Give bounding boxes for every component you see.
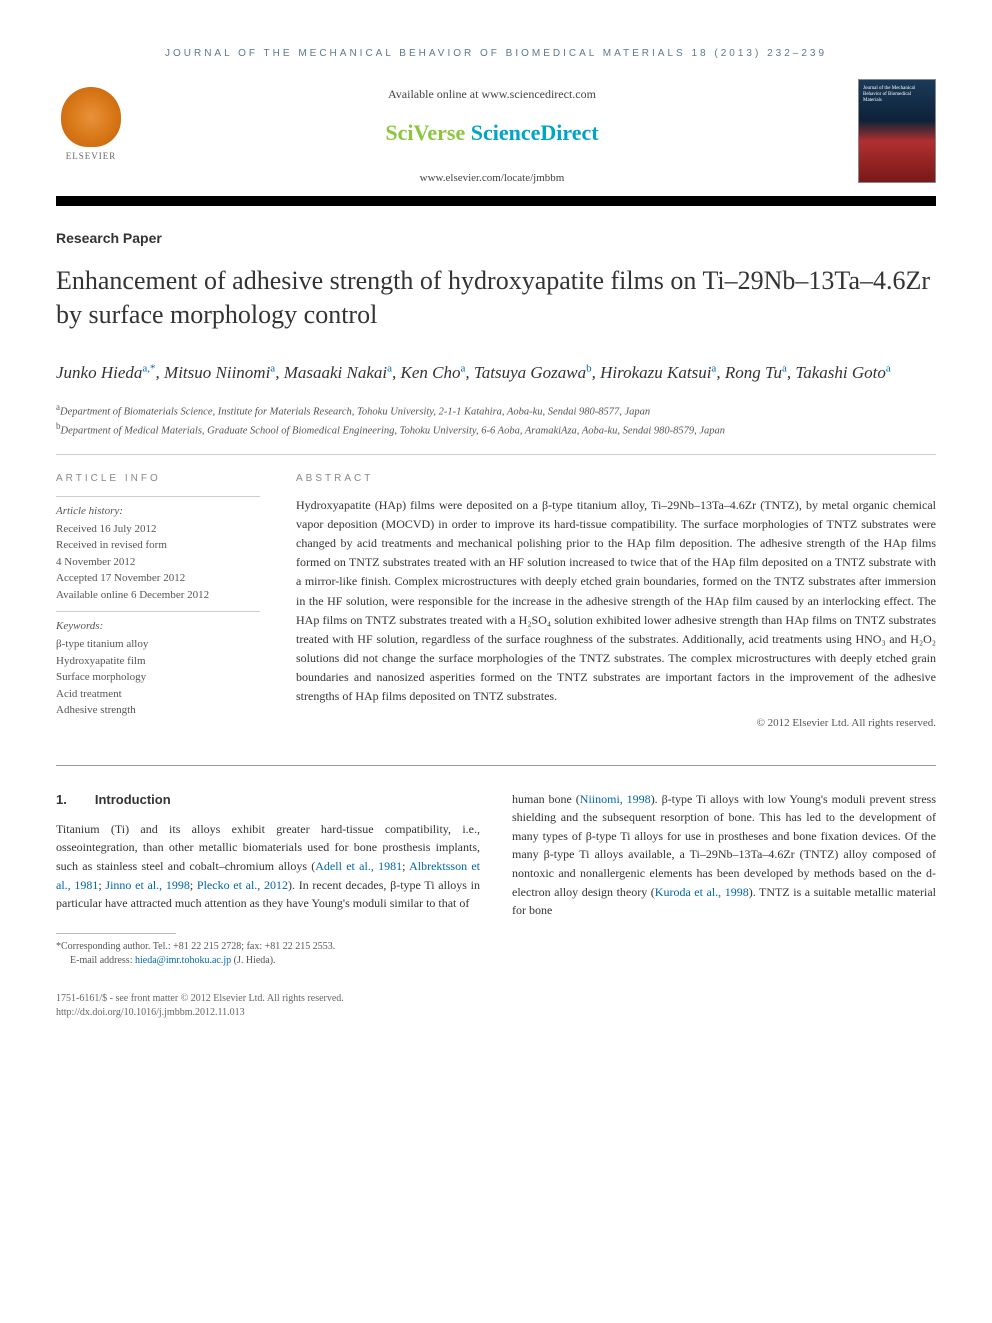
cover-title: Journal of the Mechanical Behavior of Bi… bbox=[863, 86, 931, 104]
abstract-column: ABSTRACT Hydroxyapatite (HAp) films were… bbox=[296, 473, 936, 729]
body-columns: 1. Introduction Titanium (Ti) and its all… bbox=[56, 790, 936, 968]
intro-paragraph-2: human bone (Niinomi, 1998). β-type Ti al… bbox=[512, 790, 936, 920]
author-4[interactable]: Ken Cho bbox=[400, 363, 460, 382]
ref-link-plecko[interactable]: Plecko et al., 2012 bbox=[197, 878, 288, 892]
author-3-affil[interactable]: a bbox=[387, 362, 392, 374]
available-online-text: Available online at www.sciencedirect.co… bbox=[146, 87, 838, 102]
ref-link-adell[interactable]: Adell et al., 1981 bbox=[315, 859, 402, 873]
intro2-text-b: ). β-type Ti alloys with low Young's mod… bbox=[512, 792, 936, 899]
email-line: E-mail address: hieda@imr.tohoku.ac.jp (… bbox=[56, 954, 480, 968]
sciverse-logo[interactable]: SciVerse ScienceDirect bbox=[385, 112, 598, 154]
journal-cover-thumbnail[interactable]: Journal of the Mechanical Behavior of Bi… bbox=[858, 79, 936, 183]
front-matter-line: 1751-6161/$ - see front matter © 2012 El… bbox=[56, 992, 936, 1006]
history-title: Article history: bbox=[56, 505, 260, 517]
affiliations: aDepartment of Biomaterials Science, Ins… bbox=[56, 401, 936, 440]
ref-link-jinno[interactable]: Jinno et al., 1998 bbox=[105, 878, 189, 892]
paper-type: Research Paper bbox=[56, 230, 936, 246]
banner-center: Available online at www.sciencedirect.co… bbox=[146, 79, 838, 184]
author-5-affil[interactable]: b bbox=[586, 362, 592, 374]
intro-text-d: ; bbox=[190, 878, 197, 892]
authors-list: Junko Hiedaa,*, Mitsuo Niinomia, Masaaki… bbox=[56, 360, 936, 386]
history-received: Received 16 July 2012 bbox=[56, 521, 260, 538]
history-online: Available online 6 December 2012 bbox=[56, 587, 260, 604]
author-4-affil[interactable]: a bbox=[460, 362, 465, 374]
divider-rule bbox=[56, 454, 936, 455]
corresponding-author-footnote: *Corresponding author. Tel.: +81 22 215 … bbox=[56, 940, 480, 968]
section-1-heading: 1. Introduction bbox=[56, 790, 480, 810]
keyword-4: Acid treatment bbox=[56, 686, 260, 703]
abstract-text: Hydroxyapatite (HAp) films were deposite… bbox=[296, 496, 936, 707]
affiliation-b-text: Department of Medical Materials, Graduat… bbox=[61, 426, 726, 437]
elsevier-name: ELSEVIER bbox=[66, 151, 117, 161]
author-8-affil[interactable]: a bbox=[886, 362, 891, 374]
affiliation-a-text: Department of Biomaterials Science, Inst… bbox=[60, 407, 650, 418]
author-5[interactable]: Tatsuya Gozawa bbox=[474, 363, 586, 382]
ref-link-kuroda[interactable]: Kuroda et al., 1998 bbox=[655, 885, 749, 899]
doi-line[interactable]: http://dx.doi.org/10.1016/j.jmbbm.2012.1… bbox=[56, 1006, 936, 1020]
author-3[interactable]: Masaaki Nakai bbox=[284, 363, 387, 382]
ref-link-niinomi[interactable]: Niinomi, 1998 bbox=[580, 792, 651, 806]
article-info-column: ARTICLE INFO Article history: Received 1… bbox=[56, 473, 260, 729]
author-2[interactable]: Mitsuo Niinomi bbox=[164, 363, 270, 382]
body-column-left: 1. Introduction Titanium (Ti) and its all… bbox=[56, 790, 480, 968]
affiliation-b: bDepartment of Medical Materials, Gradua… bbox=[56, 420, 936, 439]
abstract-copyright: © 2012 Elsevier Ltd. All rights reserved… bbox=[296, 717, 936, 729]
author-7-affil[interactable]: a bbox=[782, 362, 787, 374]
bottom-metadata: 1751-6161/$ - see front matter © 2012 El… bbox=[56, 992, 936, 1020]
keywords-title: Keywords: bbox=[56, 620, 260, 632]
history-revised1: Received in revised form bbox=[56, 537, 260, 554]
author-7[interactable]: Rong Tu bbox=[725, 363, 782, 382]
email-link[interactable]: hieda@imr.tohoku.ac.jp bbox=[135, 955, 231, 966]
history-accepted: Accepted 17 November 2012 bbox=[56, 570, 260, 587]
corresponding-line: *Corresponding author. Tel.: +81 22 215 … bbox=[56, 940, 480, 954]
intro2-text-a: human bone ( bbox=[512, 792, 580, 806]
email-suffix: (J. Hieda). bbox=[231, 955, 275, 966]
author-2-affil[interactable]: a bbox=[270, 362, 275, 374]
section-1-number: 1. bbox=[56, 792, 67, 807]
history-revised2: 4 November 2012 bbox=[56, 554, 260, 571]
author-1-affil[interactable]: a,* bbox=[142, 362, 155, 374]
black-divider-bar bbox=[56, 196, 936, 206]
journal-url[interactable]: www.elsevier.com/locate/jmbbm bbox=[146, 172, 838, 184]
elsevier-tree-icon bbox=[61, 87, 121, 147]
intro-paragraph-1: Titanium (Ti) and its alloys exhibit gre… bbox=[56, 820, 480, 913]
keyword-1: β-type titanium alloy bbox=[56, 636, 260, 653]
footnote-rule bbox=[56, 933, 176, 934]
article-history-box: Article history: Received 16 July 2012 R… bbox=[56, 496, 260, 613]
info-abstract-wrap: ARTICLE INFO Article history: Received 1… bbox=[56, 473, 936, 729]
section-1-title: Introduction bbox=[95, 792, 171, 807]
paper-title: Enhancement of adhesive strength of hydr… bbox=[56, 264, 936, 332]
elsevier-logo[interactable]: ELSEVIER bbox=[56, 79, 126, 161]
sciverse-prefix: SciVerse bbox=[385, 120, 470, 145]
top-banner: ELSEVIER Available online at www.science… bbox=[56, 79, 936, 196]
journal-header-bar: JOURNAL OF THE MECHANICAL BEHAVIOR OF BI… bbox=[56, 48, 936, 59]
body-column-right: human bone (Niinomi, 1998). β-type Ti al… bbox=[512, 790, 936, 968]
author-6[interactable]: Hirokazu Katsui bbox=[600, 363, 711, 382]
author-8[interactable]: Takashi Goto bbox=[795, 363, 886, 382]
sciverse-suffix: ScienceDirect bbox=[471, 120, 599, 145]
affiliation-a: aDepartment of Biomaterials Science, Ins… bbox=[56, 401, 936, 420]
keyword-3: Surface morphology bbox=[56, 669, 260, 686]
author-1[interactable]: Junko Hieda bbox=[56, 363, 142, 382]
keyword-2: Hydroxyapatite film bbox=[56, 653, 260, 670]
abstract-label: ABSTRACT bbox=[296, 473, 936, 484]
email-label: E-mail address: bbox=[70, 955, 135, 966]
author-6-affil[interactable]: a bbox=[711, 362, 716, 374]
keyword-5: Adhesive strength bbox=[56, 702, 260, 719]
body-divider-rule bbox=[56, 765, 936, 766]
article-info-label: ARTICLE INFO bbox=[56, 473, 260, 484]
